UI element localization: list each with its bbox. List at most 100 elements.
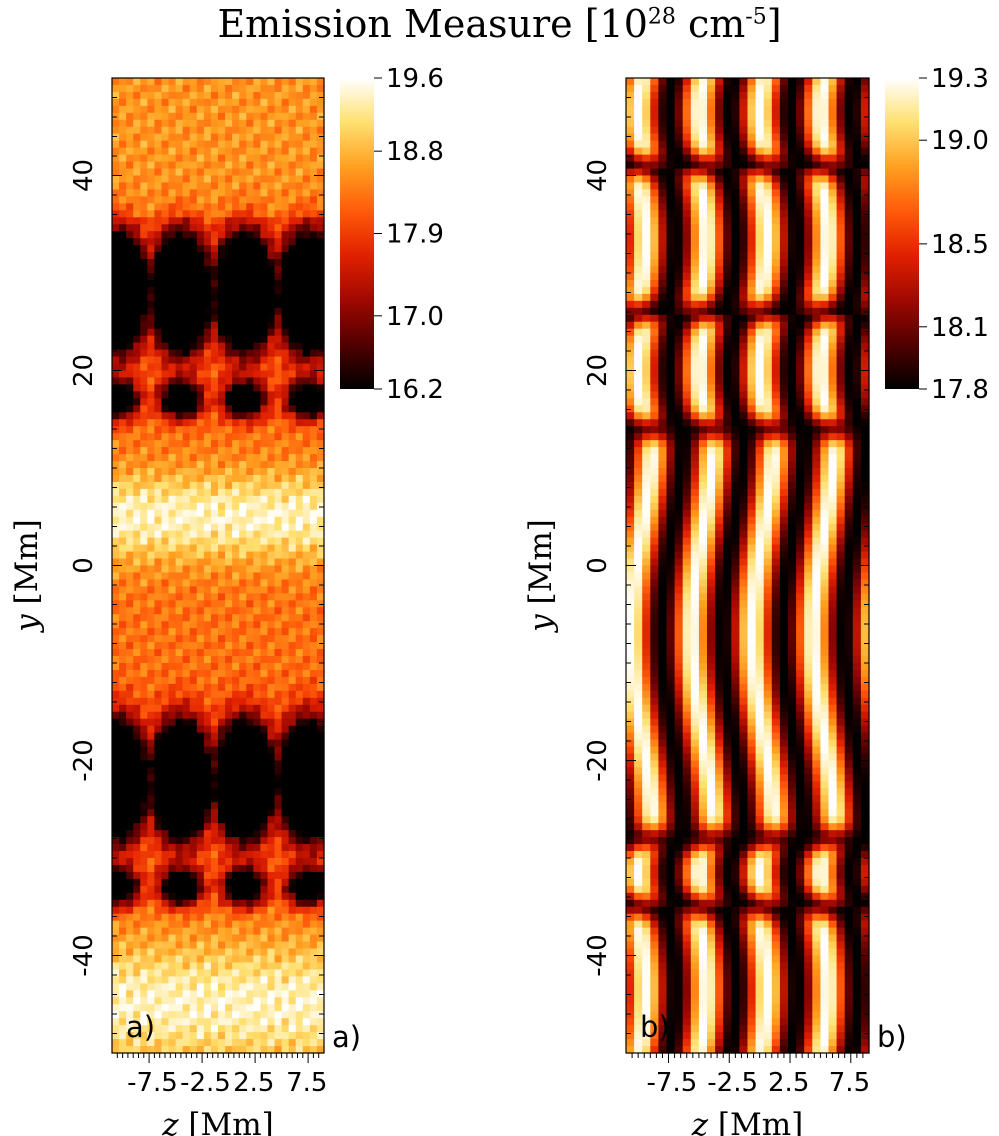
heatmap-cell	[274, 906, 283, 915]
heatmap-cell	[161, 864, 170, 873]
heatmap-cell	[267, 892, 276, 901]
heatmap-cell	[119, 454, 127, 462]
heatmap-cell	[203, 767, 212, 776]
heatmap-cell	[210, 663, 219, 671]
heatmap-cell	[804, 217, 813, 225]
heatmap-cell	[755, 126, 765, 135]
heatmap-cell	[281, 286, 290, 295]
heatmap-cell	[168, 906, 177, 915]
heatmap-cell	[747, 78, 757, 86]
heatmap-cell	[175, 544, 184, 553]
heatmap-cell	[126, 398, 134, 406]
heatmap-cell	[232, 335, 240, 344]
heatmap-cell	[309, 851, 318, 859]
heatmap-cell	[804, 133, 813, 142]
heatmap-cell	[281, 84, 290, 93]
heatmap-cell	[189, 175, 198, 184]
heatmap-cell	[316, 440, 325, 448]
heatmap-cell	[309, 461, 318, 469]
heatmap-cell	[147, 579, 155, 587]
heatmap-cell	[246, 649, 254, 657]
heatmap-cell	[788, 154, 797, 163]
heatmap-cell	[274, 858, 283, 866]
heatmap-cell	[196, 614, 205, 622]
heatmap-cell	[739, 126, 749, 135]
heatmap-cell	[295, 426, 304, 434]
heatmap-cell	[642, 182, 651, 191]
heatmap-cell	[260, 321, 269, 330]
heatmap-cell	[698, 126, 708, 135]
heatmap-cell	[246, 739, 254, 748]
heatmap-cell	[147, 217, 155, 225]
heatmap-cell	[140, 614, 148, 622]
heatmap-cell	[274, 732, 283, 741]
heatmap-cell	[779, 210, 789, 218]
heatmap-cell	[788, 133, 797, 142]
heatmap-cell	[175, 133, 184, 142]
heatmap-cell	[140, 572, 148, 581]
heatmap-cell	[126, 454, 134, 462]
heatmap-cell	[302, 990, 311, 998]
heatmap-cell	[820, 161, 830, 170]
heatmap-cell	[168, 1025, 177, 1033]
heatmap-cell	[820, 84, 830, 93]
heatmap-cell	[168, 189, 177, 197]
heatmap-cell	[239, 502, 247, 511]
heatmap-cell	[690, 84, 700, 93]
heatmap-cell	[274, 544, 283, 553]
heatmap-cell	[175, 461, 184, 469]
heatmap-cell	[707, 189, 716, 197]
heatmap-cell	[112, 321, 120, 330]
heatmap-cell	[239, 635, 247, 643]
heatmap-cell	[253, 642, 261, 650]
heatmap-cell	[274, 196, 283, 204]
heatmap-cell	[267, 809, 276, 817]
heatmap-cell	[232, 405, 240, 413]
heatmap-cell	[309, 175, 318, 184]
heatmap-cell	[281, 669, 290, 678]
heatmap-cell	[260, 976, 269, 984]
heatmap-cell	[281, 335, 290, 344]
heatmap-cell	[658, 140, 668, 149]
heatmap-cell	[225, 266, 233, 274]
heatmap-cell	[707, 161, 716, 170]
heatmap-cell	[189, 586, 198, 594]
heatmap-cell	[302, 523, 311, 532]
heatmap-cell	[274, 119, 283, 128]
heatmap-cell	[140, 781, 148, 789]
heatmap-cell	[126, 474, 134, 483]
heatmap-cell	[126, 753, 134, 762]
heatmap-cell	[232, 119, 240, 128]
heatmap-cell	[112, 718, 120, 727]
heatmap-cell	[126, 976, 134, 984]
heatmap-cell	[316, 356, 325, 365]
heatmap-cell	[295, 760, 304, 769]
heatmap-cell	[161, 161, 170, 170]
heatmap-cell	[650, 119, 659, 128]
heatmap-cell	[316, 488, 325, 497]
y-axis-var: y	[9, 614, 45, 634]
heatmap-cell	[203, 809, 212, 817]
heatmap-cell	[288, 969, 297, 977]
heatmap-cell	[232, 314, 240, 323]
heatmap-cell	[295, 663, 304, 671]
heatmap-cell	[698, 78, 708, 86]
heatmap-cell	[203, 126, 212, 135]
heatmap-cell	[232, 154, 240, 163]
heatmap-cell	[860, 91, 870, 100]
heatmap-cell	[175, 711, 184, 720]
heatmap-cell	[218, 238, 226, 246]
heatmap-cell	[203, 461, 212, 469]
heatmap-cell	[288, 1046, 297, 1054]
heatmap-cell	[119, 488, 127, 497]
heatmap-cell	[246, 398, 254, 406]
heatmap-cell	[168, 342, 177, 351]
heatmap-cell	[196, 697, 205, 706]
heatmap-cell	[260, 802, 269, 810]
heatmap-cell	[161, 175, 170, 184]
heatmap-cell	[260, 718, 269, 727]
heatmap-cell	[715, 168, 724, 177]
heatmap-cell	[154, 544, 163, 553]
heatmap-cell	[239, 962, 247, 971]
heatmap-cell	[161, 516, 170, 525]
